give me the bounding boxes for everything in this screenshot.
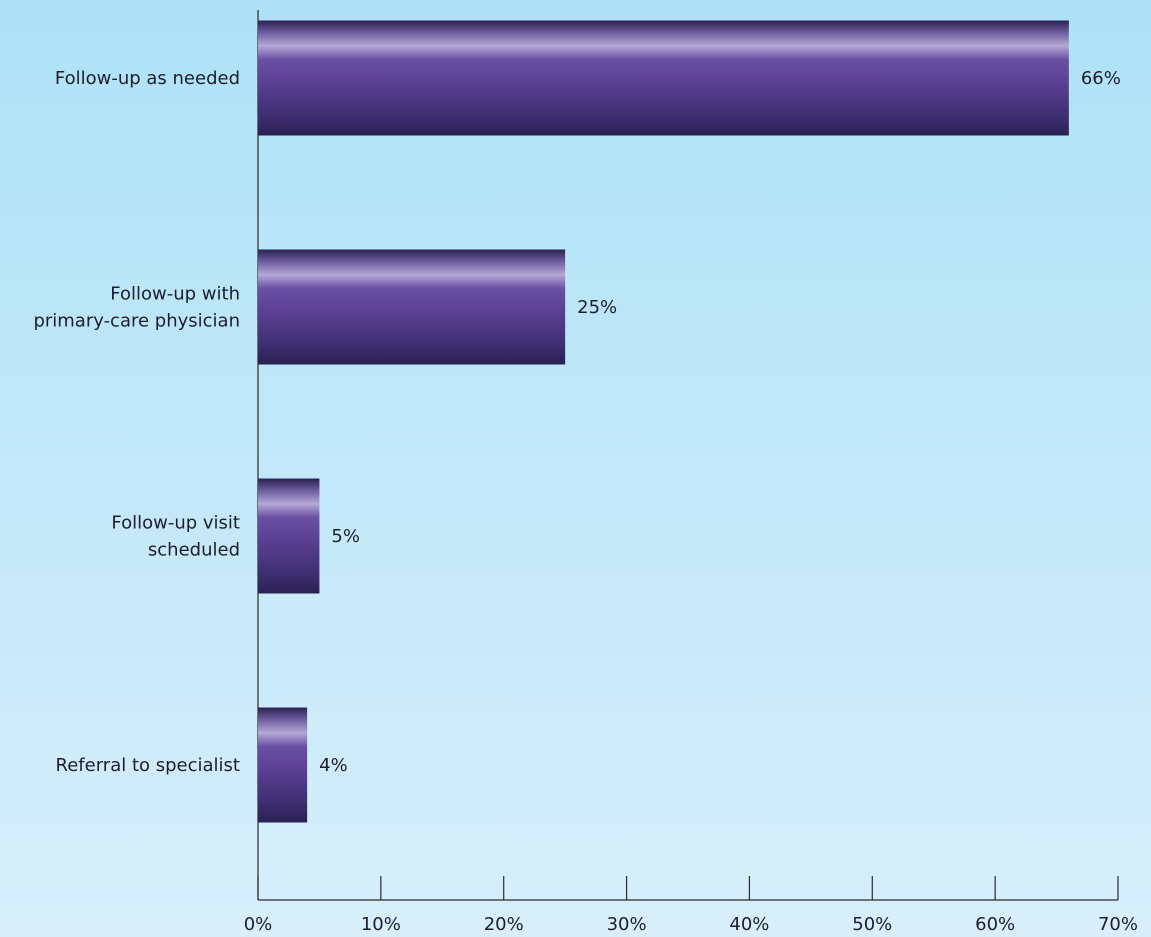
category-label: Follow-up as needed bbox=[55, 68, 240, 89]
x-tick-label: 50% bbox=[852, 914, 892, 935]
x-tick-label: 60% bbox=[975, 914, 1015, 935]
axes bbox=[257, 10, 1119, 901]
category-label: Referral to specialist bbox=[56, 755, 240, 776]
bar bbox=[258, 478, 320, 594]
data-label: 25% bbox=[577, 297, 617, 318]
bars-group bbox=[258, 20, 1069, 823]
x-tick-label: 10% bbox=[361, 914, 401, 935]
data-label: 4% bbox=[319, 755, 348, 776]
labels-group: 0% 10% 20% 30% 40% 50% 60% 70% 66% Follow-up as n… bbox=[33, 68, 1138, 935]
bar bbox=[258, 249, 566, 365]
data-label: 5% bbox=[331, 526, 360, 547]
x-tick-label: 20% bbox=[484, 914, 524, 935]
x-tick-label: 30% bbox=[607, 914, 647, 935]
bar bbox=[258, 20, 1069, 136]
x-tick-label: 70% bbox=[1098, 914, 1138, 935]
category-label: Follow-up with primary-care physician bbox=[33, 284, 240, 332]
x-tick-label: 40% bbox=[729, 914, 769, 935]
data-label: 66% bbox=[1081, 68, 1121, 89]
bar bbox=[258, 707, 308, 823]
x-tick-label: 0% bbox=[244, 914, 273, 935]
category-label: Follow-up visit scheduled bbox=[111, 513, 240, 561]
